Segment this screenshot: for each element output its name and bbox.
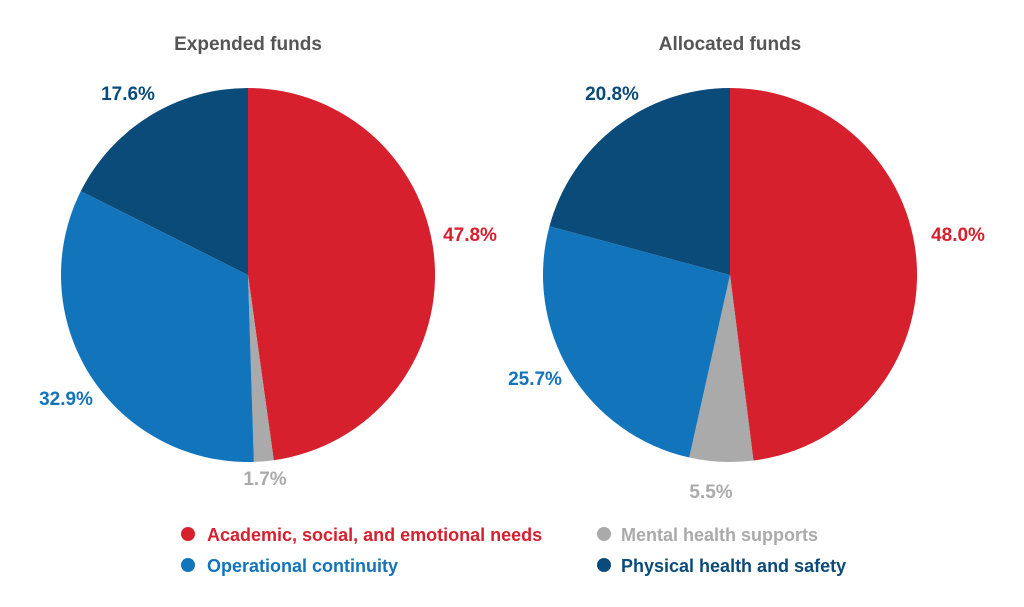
legend-item-academic: Academic, social, and emotional needs: [181, 525, 542, 545]
slice-label-mental: 1.7%: [243, 469, 286, 490]
pie-slice-academic: [730, 88, 918, 461]
legend-item-operational: Operational continuity: [181, 556, 398, 576]
legend-label-mental: Mental health supports: [621, 525, 818, 545]
pie-slice-physical: [80, 87, 248, 275]
pie-slice-physical: [549, 87, 730, 275]
legend-label-physical: Physical health and safety: [621, 556, 846, 576]
slice-label-mental: 5.5%: [689, 482, 732, 503]
expended-funds-pie: Expended funds 47.8% 1.7% 32.9% 17.6%: [39, 34, 497, 490]
legend-dot-operational: [181, 558, 195, 572]
legend-dot-physical: [597, 558, 611, 572]
slice-label-operational: 25.7%: [508, 369, 562, 390]
legend-item-physical: Physical health and safety: [597, 556, 846, 576]
allocated-funds-title: Allocated funds: [659, 34, 802, 55]
pie-slice-operational: [542, 226, 730, 458]
legend-label-academic: Academic, social, and emotional needs: [207, 525, 542, 545]
pie-slice-academic: [248, 87, 436, 461]
slice-label-operational: 32.9%: [39, 389, 93, 410]
slice-label-physical: 20.8%: [585, 84, 639, 105]
pie-slice-mental: [248, 275, 274, 462]
allocated-funds-pie: Allocated funds 48.0% 5.5% 25.7% 20.8%: [508, 34, 985, 503]
pie-slice-mental: [689, 275, 754, 463]
expended-funds-title: Expended funds: [174, 34, 322, 55]
pie-slice-operational: [60, 191, 254, 463]
slice-label-academic: 48.0%: [931, 225, 985, 246]
slice-label-academic: 47.8%: [443, 225, 497, 246]
legend-item-mental: Mental health supports: [597, 525, 818, 545]
slice-label-physical: 17.6%: [101, 84, 155, 105]
legend: Academic, social, and emotional needs Me…: [181, 525, 846, 576]
legend-label-operational: Operational continuity: [207, 556, 398, 576]
legend-dot-academic: [181, 527, 195, 541]
legend-dot-mental: [597, 527, 611, 541]
